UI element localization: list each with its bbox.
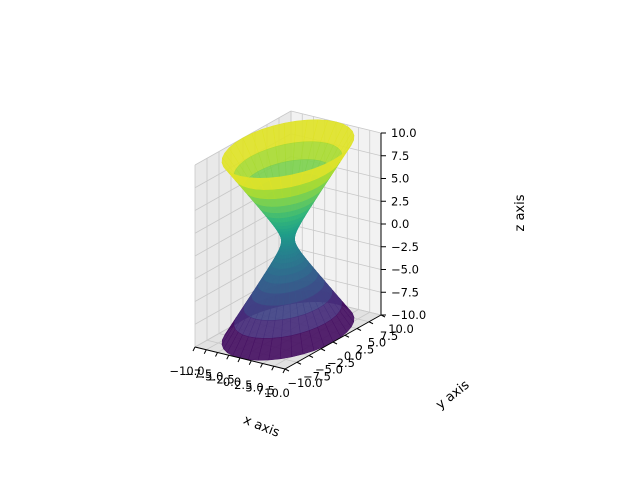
y-tick — [321, 349, 325, 351]
y-tick — [333, 342, 337, 344]
surface-facet — [289, 268, 293, 275]
surface-facet — [289, 262, 292, 268]
surface-facet — [286, 247, 288, 250]
surface-facet — [282, 187, 292, 198]
y-tick — [297, 362, 301, 364]
z-tick-label: −7.5 — [391, 285, 419, 299]
x-tick-label: 10.0 — [264, 386, 290, 400]
y-tick — [345, 335, 349, 337]
y-tick-label: 10.0 — [388, 322, 414, 336]
z-tick-label: 5.0 — [391, 172, 409, 186]
surface-facet — [289, 282, 294, 293]
y-tick — [369, 322, 373, 324]
z-tick-label: 2.5 — [391, 194, 409, 208]
surface-facet — [283, 197, 291, 206]
surface-facet — [285, 143, 295, 162]
surface-facet — [282, 318, 292, 337]
surface-facet — [280, 336, 292, 359]
surface-facet — [284, 121, 296, 144]
z-axis-label: z axis — [513, 194, 528, 231]
surface-facet — [283, 304, 291, 320]
surface-facet — [286, 249, 288, 252]
surface-facet — [283, 226, 286, 229]
x-tick — [261, 364, 263, 368]
x-tick — [227, 355, 229, 359]
y-axis-label: y axis — [433, 378, 472, 413]
surface-facet — [285, 255, 287, 259]
x-tick — [249, 361, 251, 365]
surface-facet — [286, 160, 294, 176]
x-tick — [283, 369, 285, 373]
z-tick-label: −5.0 — [391, 263, 419, 277]
surface-facet — [285, 252, 287, 255]
surface-facet — [289, 274, 294, 283]
x-tick — [204, 350, 206, 354]
z-tick-label: 10.0 — [391, 126, 417, 140]
z-tick-label: −10.0 — [391, 308, 426, 322]
surface-facet — [282, 222, 286, 226]
x-tick — [193, 347, 195, 351]
surface-facet — [284, 229, 287, 232]
x-tick — [272, 366, 274, 370]
y-tick — [357, 329, 361, 331]
x-tick — [238, 358, 240, 362]
surface-facet — [280, 175, 292, 189]
z-tick-label: 0.0 — [391, 217, 409, 231]
surface-facet — [284, 259, 287, 264]
z-tick-label: −2.5 — [391, 240, 419, 254]
surface-facet — [283, 263, 286, 269]
y-tick — [309, 356, 313, 358]
z-tick-label: 7.5 — [391, 149, 409, 163]
x-tick — [216, 353, 218, 357]
y-tick — [285, 369, 289, 371]
x-axis-label: x axis — [241, 413, 282, 441]
